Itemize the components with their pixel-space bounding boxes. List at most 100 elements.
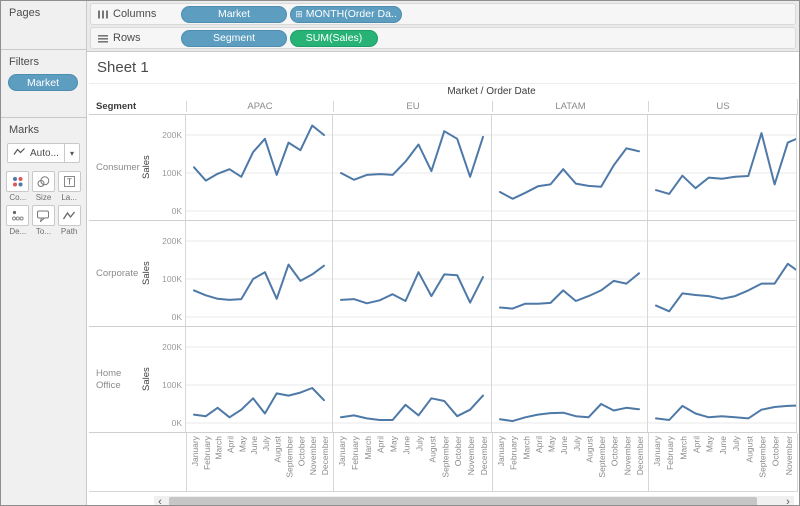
columns-pills: Market ⊞ MONTH(Order Da.. xyxy=(181,5,402,23)
row-field-header: Segment xyxy=(96,101,137,112)
line-chart-corporate-apac xyxy=(186,240,332,318)
col-header-apac: APAC xyxy=(186,101,333,112)
sales-line xyxy=(340,394,484,421)
row-label-cell: Consumer Sales 200K 100K 0K xyxy=(89,115,185,220)
rows-icon xyxy=(97,33,109,44)
filters-shelf[interactable]: Filters Market xyxy=(1,50,86,118)
svg-text:February: February xyxy=(509,435,519,470)
pill-segment[interactable]: Segment xyxy=(181,29,287,47)
line-chart-corporate-latam xyxy=(492,240,647,318)
svg-text:March: March xyxy=(214,436,224,460)
row-label-cell: Corporate Sales 200K 100K 0K xyxy=(89,221,185,326)
col-header-eu: EU xyxy=(333,101,492,112)
path-icon xyxy=(57,205,81,226)
y-tick-label: 200K xyxy=(162,130,182,140)
col-header-latam: LATAM xyxy=(492,101,648,112)
svg-text:February: February xyxy=(350,435,360,470)
svg-text:July: July xyxy=(414,435,424,451)
mark-type-dropdown[interactable]: Auto... xyxy=(7,143,65,163)
svg-text:December: December xyxy=(479,436,489,475)
svg-text:June: June xyxy=(718,436,728,455)
filters-label: Filters xyxy=(9,56,39,68)
horizontal-scrollbar[interactable]: ‹ › xyxy=(154,496,794,505)
columns-pill-label: MONTH(Order Da.. xyxy=(305,8,397,20)
row-label-cell: Home Office Sales 200K 100K 0K xyxy=(89,327,185,432)
pane-home-office-us[interactable] xyxy=(647,327,796,432)
detail-button-label: De... xyxy=(9,227,27,236)
svg-text:May: May xyxy=(705,435,715,452)
path-mark-button[interactable]: Path xyxy=(57,205,81,236)
line-chart-home-office-eu xyxy=(333,346,491,424)
svg-text:March: March xyxy=(521,436,531,460)
pill-sum-sales-[interactable]: SUM(Sales) xyxy=(290,29,378,47)
month-axis-row: January February March April May June July Augu… xyxy=(89,433,798,492)
svg-text:T: T xyxy=(67,178,72,187)
pane-corporate-eu[interactable] xyxy=(332,221,491,326)
size-mark-button[interactable]: Size xyxy=(31,171,56,202)
rows-pill-label: SUM(Sales) xyxy=(305,32,363,44)
expand-icon: ⊞ xyxy=(295,8,303,19)
detail-mark-button[interactable]: De... xyxy=(6,205,30,236)
rows-shelf[interactable]: Rows Segment SUM(Sales) xyxy=(90,27,796,49)
sales-line xyxy=(499,147,640,200)
month-axis-eu: January February March April May June July Augu… xyxy=(333,433,489,491)
columns-shelf-label: Columns xyxy=(113,8,157,20)
svg-text:September: September xyxy=(285,436,295,478)
size-button-label: Size xyxy=(35,193,52,202)
mark-type-label: Auto... xyxy=(30,147,59,159)
sales-line xyxy=(193,263,325,301)
sales-line xyxy=(340,130,484,181)
pane-home-office-latam[interactable] xyxy=(491,327,647,432)
pill-market[interactable]: Market xyxy=(8,74,78,91)
pill-month-order-da-[interactable]: ⊞ MONTH(Order Da.. xyxy=(290,5,402,23)
y-tick-label: 0K xyxy=(171,206,182,216)
svg-text:April: April xyxy=(225,436,235,453)
y-axis-title: Sales xyxy=(141,367,152,392)
y-tick-label: 100K xyxy=(162,380,182,390)
svg-text:December: December xyxy=(635,436,645,475)
row-header-corporate: Corporate xyxy=(96,267,139,279)
svg-text:September: September xyxy=(440,436,450,478)
pane-corporate-apac[interactable] xyxy=(185,221,332,326)
chart-grid: Consumer Sales 200K 100K 0K Corporate Sales 200… xyxy=(89,115,798,492)
svg-text:October: October xyxy=(296,436,306,466)
line-chart-consumer-us xyxy=(648,132,796,212)
label-mark-button[interactable]: T La... xyxy=(57,171,81,202)
pane-consumer-latam[interactable] xyxy=(491,115,647,220)
row-header-home-office: Home Office xyxy=(96,367,122,391)
pane-home-office-eu[interactable] xyxy=(332,327,491,432)
caret-down-icon[interactable]: ▾ xyxy=(65,143,80,163)
month-axis-latam: January February March April May June July Augu… xyxy=(492,433,645,491)
pane-consumer-apac[interactable] xyxy=(185,115,332,220)
svg-text:November: November xyxy=(466,436,476,475)
svg-text:January: January xyxy=(337,435,347,466)
scrollbar-thumb[interactable] xyxy=(169,497,757,505)
scroll-left-icon[interactable]: ‹ xyxy=(154,496,166,505)
pane-home-office-apac[interactable] xyxy=(185,327,332,432)
line-chart-corporate-eu xyxy=(333,240,491,318)
sales-line xyxy=(655,132,796,195)
pill-market[interactable]: Market xyxy=(181,5,287,23)
chart-table: Market / Order Date Segment APAC EU LATAM U… xyxy=(89,83,798,492)
tooltip-mark-button[interactable]: To... xyxy=(31,205,56,236)
pane-corporate-us[interactable] xyxy=(647,221,796,326)
month-axis-us: January February March April May June July Augu… xyxy=(648,433,794,491)
pane-corporate-latam[interactable] xyxy=(491,221,647,326)
rows-pill-label: Segment xyxy=(212,32,256,44)
y-axis: 200K 100K 0K xyxy=(154,327,185,432)
tooltip-icon xyxy=(31,205,55,226)
column-field-header: Market / Order Date xyxy=(89,83,797,99)
scroll-right-icon[interactable]: › xyxy=(782,496,794,505)
color-mark-button[interactable]: Co... xyxy=(6,171,30,202)
pane-consumer-eu[interactable] xyxy=(332,115,491,220)
svg-text:July: July xyxy=(572,435,582,451)
scrollbar-track[interactable] xyxy=(166,496,782,505)
line-chart-consumer-latam xyxy=(492,134,647,212)
pages-shelf[interactable]: Pages xyxy=(1,1,86,50)
columns-icon xyxy=(97,9,109,20)
y-axis-title: Sales xyxy=(141,261,152,286)
pane-consumer-us[interactable] xyxy=(647,115,796,220)
line-chart-home-office-apac xyxy=(186,346,332,424)
sales-line xyxy=(499,403,640,423)
columns-shelf[interactable]: Columns Market ⊞ MONTH(Order Da.. xyxy=(90,3,796,25)
